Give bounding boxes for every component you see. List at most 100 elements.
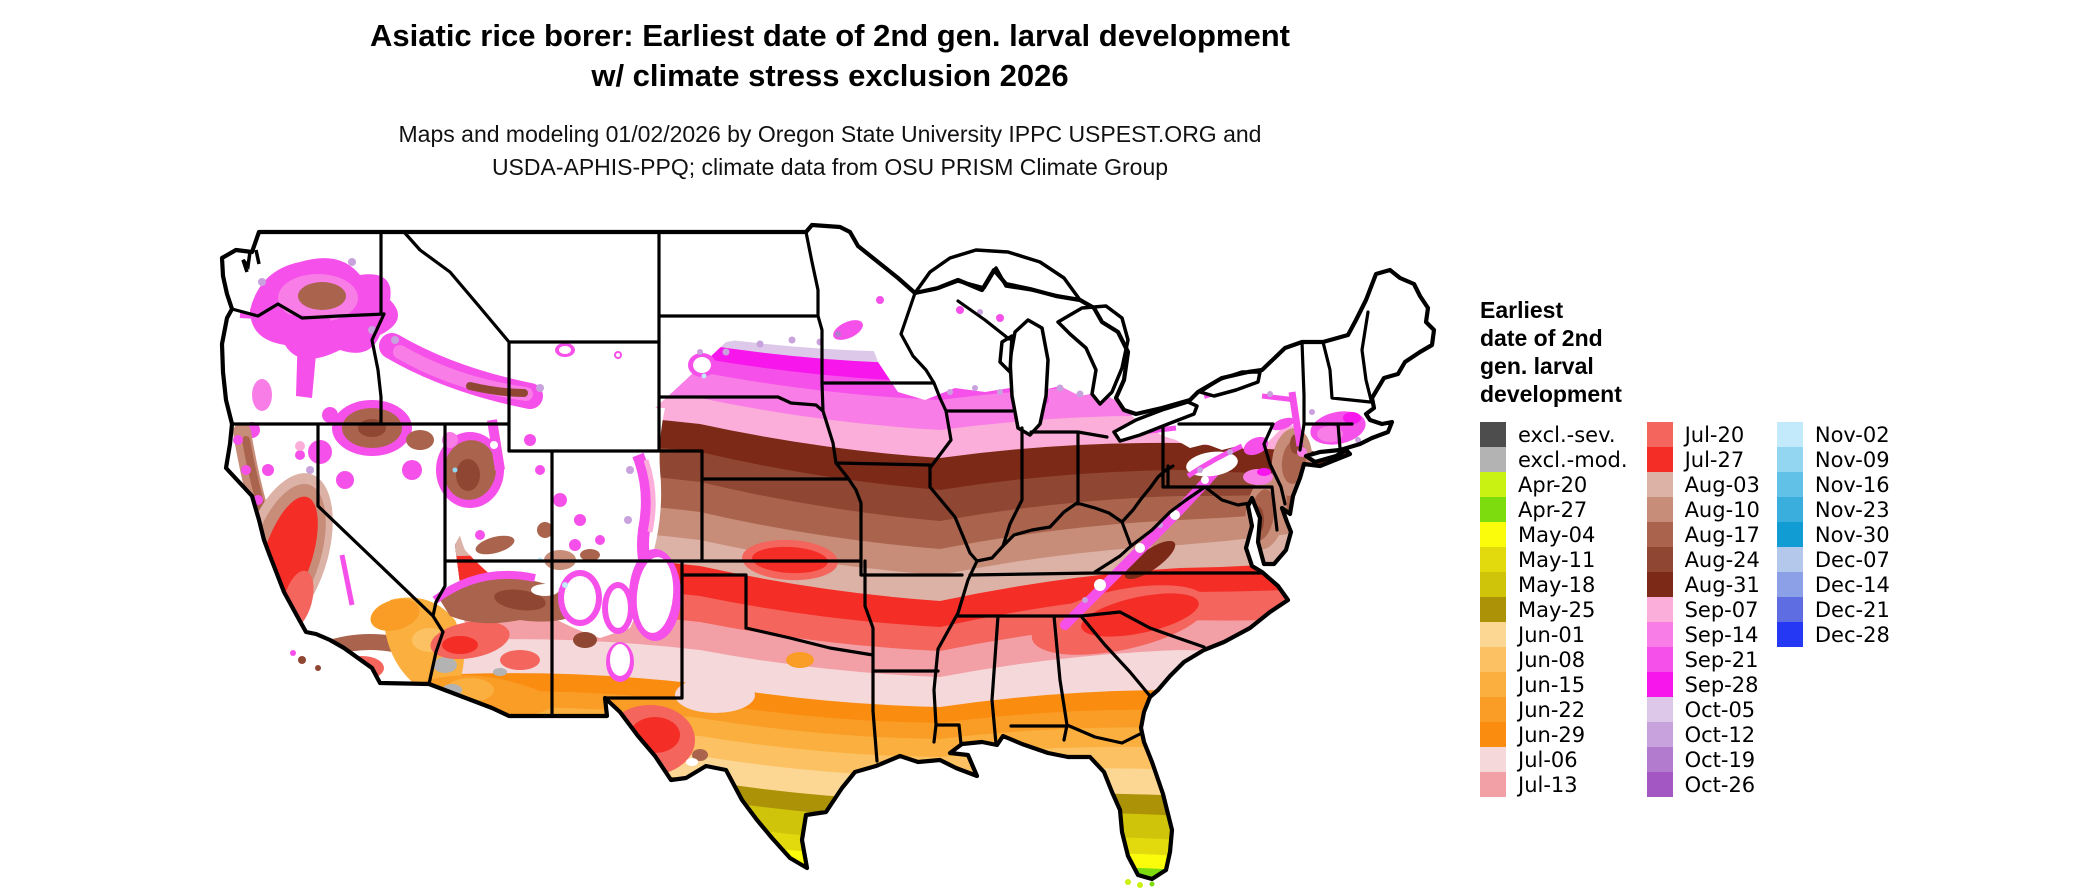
map-subtitle-line2: USDA-APHIS-PPQ; climate data from OSU PR… xyxy=(491,154,1169,180)
legend-swatch xyxy=(1776,447,1803,472)
legend-swatch xyxy=(1646,772,1673,797)
legend-label: Jul-06 xyxy=(1518,747,1578,772)
lake-huron xyxy=(1056,304,1130,406)
legend-swatch xyxy=(1480,547,1506,572)
legend-label: Jun-22 xyxy=(1518,697,1586,722)
legend-entry: May-25 xyxy=(1480,597,1628,622)
legend-label: Dec-14 xyxy=(1814,572,1890,597)
band-Apr-27 xyxy=(222,832,1434,879)
legend-entry: Nov-23 xyxy=(1776,497,1890,522)
subtitle-block: Maps and modeling 01/02/2026 by Oregon S… xyxy=(170,118,1490,184)
legend-label: Aug-31 xyxy=(1684,572,1760,597)
band-Apr-20 xyxy=(222,848,1434,879)
legend-label: Nov-30 xyxy=(1814,522,1890,547)
legend-entry: Oct-19 xyxy=(1646,747,1760,772)
legend-swatch xyxy=(1480,497,1506,522)
legend-label: Sep-28 xyxy=(1684,672,1759,697)
legend-swatch xyxy=(1646,422,1673,447)
legend-title-line: development xyxy=(1480,381,1622,407)
legend-entry: Apr-27 xyxy=(1480,497,1628,522)
legend-label: Jun-29 xyxy=(1518,722,1586,747)
legend-swatch xyxy=(1646,647,1673,672)
legend-label: Dec-28 xyxy=(1814,622,1890,647)
legend-entry: excl.-mod. xyxy=(1480,447,1628,472)
legend-column-1: excl.-sev. excl.-mod. Apr-20 Apr-27 May-04 Ma… xyxy=(1480,422,1628,797)
legend-swatch xyxy=(1646,547,1673,572)
legend-swatch xyxy=(1646,722,1673,747)
lake-michigan xyxy=(1008,318,1050,437)
legend-label: May-25 xyxy=(1518,597,1596,622)
band-May-04 xyxy=(222,818,1434,879)
legend-label: Nov-23 xyxy=(1814,497,1890,522)
legend-entry: Jun-08 xyxy=(1480,647,1628,672)
legend-entry: Jun-29 xyxy=(1480,722,1628,747)
legend-label: Oct-05 xyxy=(1684,697,1756,722)
legend-label: Sep-21 xyxy=(1684,647,1759,672)
legend-label: Dec-07 xyxy=(1814,547,1890,572)
legend-entry: Aug-17 xyxy=(1646,522,1760,547)
legend-swatch xyxy=(1776,622,1803,647)
legend-label: May-11 xyxy=(1518,547,1596,572)
legend-entry: Apr-20 xyxy=(1480,472,1628,497)
legend-swatch xyxy=(1646,572,1673,597)
legend-swatch xyxy=(1776,422,1803,447)
legend-entry: Jun-01 xyxy=(1480,622,1628,647)
legend-entry: Aug-24 xyxy=(1646,547,1760,572)
legend-label: excl.-sev. xyxy=(1518,422,1616,447)
legend-label: Aug-24 xyxy=(1684,547,1760,572)
legend-label: Dec-21 xyxy=(1814,597,1890,622)
map-legend: Earliest date of 2nd gen. larval developmen… xyxy=(1480,296,1890,797)
legend-label: excl.-mod. xyxy=(1518,447,1628,472)
legend-entry: Dec-21 xyxy=(1776,597,1890,622)
legend-label: Jun-01 xyxy=(1518,622,1586,647)
legend-swatch xyxy=(1646,472,1673,497)
legend-label: Aug-17 xyxy=(1684,522,1760,547)
islands xyxy=(290,650,1155,888)
legend-entry: Oct-12 xyxy=(1646,722,1760,747)
map-land xyxy=(222,225,1434,879)
legend-label: Aug-03 xyxy=(1684,472,1760,497)
legend-label: Apr-27 xyxy=(1518,497,1588,522)
legend-swatch xyxy=(1646,597,1673,622)
legend-swatch xyxy=(1480,647,1506,672)
legend-entry: May-04 xyxy=(1480,522,1628,547)
legend-column-2: Jul-20 Jul-27 Aug-03 Aug-10 Aug-17 Aug-24 Aug-… xyxy=(1646,422,1760,797)
legend-entry: Jul-27 xyxy=(1646,447,1760,472)
lake-erie xyxy=(1112,400,1199,443)
legend-swatch xyxy=(1480,447,1506,472)
legend-entry: Aug-10 xyxy=(1646,497,1760,522)
legend-swatch xyxy=(1480,697,1506,722)
legend-title-line: Earliest xyxy=(1480,297,1564,323)
legend-entry: Jun-22 xyxy=(1480,697,1628,722)
legend-label: Nov-02 xyxy=(1814,422,1890,447)
legend-swatch xyxy=(1646,447,1673,472)
legend-swatch xyxy=(1480,672,1506,697)
legend-entry: Sep-14 xyxy=(1646,622,1760,647)
legend-swatch xyxy=(1776,472,1803,497)
legend-label: Jul-20 xyxy=(1684,422,1745,447)
legend-label: Jun-15 xyxy=(1518,672,1586,697)
legend-entry: Sep-21 xyxy=(1646,647,1760,672)
legend-swatch xyxy=(1776,597,1803,622)
legend-column-3: Nov-02 Nov-09 Nov-16 Nov-23 Nov-30 Dec-07 Dec-… xyxy=(1776,422,1890,797)
legend-entry: Jun-15 xyxy=(1480,672,1628,697)
legend-entry: Nov-09 xyxy=(1776,447,1890,472)
legend-entry: Jul-13 xyxy=(1480,772,1628,797)
legend-swatch xyxy=(1480,747,1506,772)
legend-entry: Aug-31 xyxy=(1646,572,1760,597)
legend-swatch xyxy=(1776,572,1803,597)
legend-entry: Nov-02 xyxy=(1776,422,1890,447)
legend-swatch xyxy=(1776,547,1803,572)
florida-keys xyxy=(1125,879,1131,885)
legend-swatch xyxy=(1646,497,1673,522)
legend-entry: Dec-28 xyxy=(1776,622,1890,647)
legend-label: Oct-19 xyxy=(1684,747,1756,772)
legend-swatch xyxy=(1776,497,1803,522)
legend-label: Sep-07 xyxy=(1684,597,1759,622)
legend-entry: Jul-20 xyxy=(1646,422,1760,447)
legend-label: Jul-27 xyxy=(1684,447,1745,472)
legend-entry: Sep-28 xyxy=(1646,672,1760,697)
puget-sound-detail xyxy=(241,249,261,273)
legend-entry: excl.-sev. xyxy=(1480,422,1628,447)
